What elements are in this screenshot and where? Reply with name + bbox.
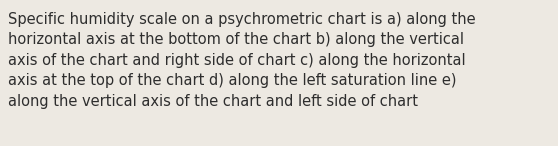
Text: Specific humidity scale on a psychrometric chart is a) along the
horizontal axis: Specific humidity scale on a psychrometr… — [8, 12, 475, 109]
